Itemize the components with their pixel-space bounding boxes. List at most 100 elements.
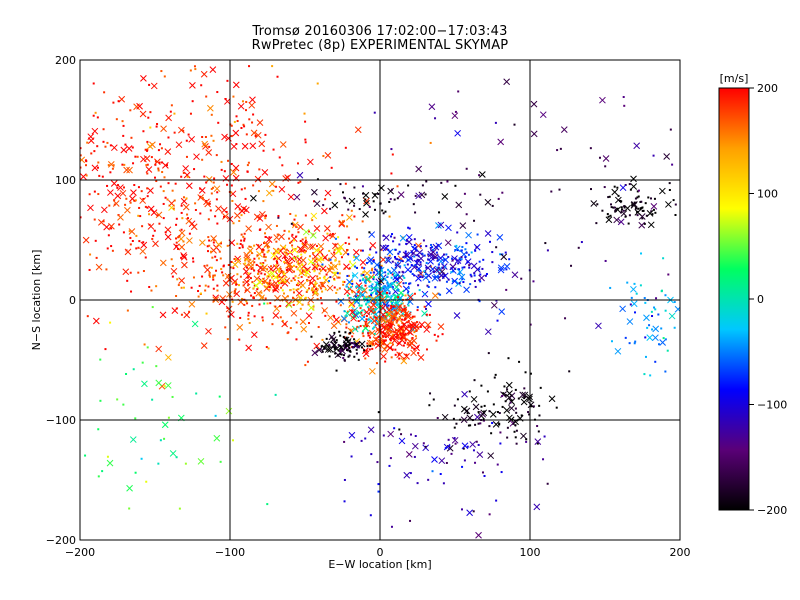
scatter-point — [323, 277, 326, 280]
scatter-point — [527, 401, 535, 409]
scatter-point — [387, 272, 390, 275]
scatter-point — [248, 65, 251, 68]
scatter-point — [293, 264, 296, 267]
scatter-point — [285, 253, 288, 256]
scatter-point — [376, 282, 379, 285]
scatter-point — [227, 315, 230, 318]
scatter-point — [80, 156, 86, 164]
scatter-point — [403, 471, 411, 479]
scatter-point — [377, 296, 380, 299]
scatter-point — [262, 262, 265, 265]
scatter-point — [328, 279, 331, 282]
scatter-point — [275, 224, 278, 227]
scatter-point — [246, 164, 249, 167]
scatter-point — [413, 292, 416, 295]
scatter-point — [301, 238, 304, 241]
scatter-point — [491, 204, 494, 207]
scatter-point — [151, 398, 154, 401]
scatter-point — [417, 352, 420, 355]
scatter-point — [247, 272, 250, 275]
scatter-point — [240, 239, 243, 242]
scatter-point — [299, 256, 307, 264]
scatter-point — [407, 291, 410, 294]
scatter-point — [126, 279, 129, 282]
scatter-point — [278, 156, 281, 159]
scatter-point — [367, 278, 370, 281]
scatter-point — [325, 273, 328, 276]
scatter-point — [503, 385, 506, 388]
scatter-point — [140, 241, 148, 249]
scatter-point — [505, 268, 508, 271]
scatter-point — [469, 424, 472, 427]
scatter-point — [333, 277, 336, 280]
scatter-point — [304, 138, 307, 141]
scatter-point — [447, 438, 450, 441]
scatter-point — [319, 297, 322, 300]
scatter-point — [230, 191, 233, 194]
scatter-point — [314, 281, 317, 284]
scatter-point — [633, 201, 636, 204]
scatter-point — [289, 212, 292, 215]
scatter-point — [394, 312, 397, 315]
scatter-point — [503, 406, 511, 414]
scatter-point — [180, 256, 183, 259]
scatter-point — [461, 266, 464, 269]
scatter-point — [337, 236, 340, 239]
scatter-point — [351, 335, 354, 338]
scatter-point — [407, 184, 410, 187]
scatter-point — [146, 187, 149, 190]
scatter-point — [188, 310, 191, 313]
scatter-point — [374, 342, 377, 345]
scatter-point — [413, 244, 416, 247]
scatter-point — [359, 307, 362, 310]
scatter-point — [80, 154, 82, 157]
scatter-point — [156, 123, 159, 126]
scatter-point — [116, 398, 119, 401]
scatter-point — [107, 164, 110, 167]
scatter-point — [205, 175, 213, 183]
scatter-point — [353, 215, 356, 218]
scatter-point — [97, 428, 100, 431]
scatter-point — [167, 416, 170, 419]
scatter-point — [409, 282, 412, 285]
scatter-point — [387, 268, 390, 271]
scatter-point — [473, 274, 476, 277]
scatter-point — [637, 207, 640, 210]
scatter-point — [260, 291, 263, 294]
scatter-point — [619, 184, 627, 192]
scatter-point — [401, 322, 404, 325]
scatter-point — [93, 150, 96, 153]
scatter-point — [349, 328, 352, 331]
scatter-point — [412, 323, 420, 330]
scatter-point — [631, 201, 638, 208]
chart-title: Tromsø 20160306 17:02:00−17:03:43 — [252, 24, 508, 39]
scatter-point — [300, 275, 303, 278]
scatter-point — [90, 152, 93, 155]
scatter-point — [315, 346, 323, 354]
scatter-point — [427, 478, 430, 481]
scatter-point — [362, 271, 365, 274]
scatter-point — [405, 353, 408, 356]
scatter-point — [238, 246, 241, 249]
scatter-point — [324, 314, 327, 317]
scatter-point — [379, 302, 382, 305]
scatter-point — [86, 141, 89, 144]
scatter-point — [135, 234, 138, 237]
scatter-point — [212, 276, 215, 279]
y-tick-label: 0 — [69, 294, 76, 307]
scatter-point — [129, 243, 132, 246]
scatter-point — [299, 270, 302, 273]
scatter-point — [401, 270, 404, 273]
scatter-point — [394, 264, 397, 267]
scatter-point — [161, 421, 169, 429]
scatter-point — [253, 315, 256, 318]
scatter-point — [628, 342, 631, 345]
scatter-point — [87, 204, 94, 212]
scatter-point — [234, 288, 237, 291]
scatter-point — [437, 221, 445, 229]
scatter-point — [226, 338, 229, 341]
scatter-point — [644, 355, 647, 358]
scatter-point — [350, 342, 353, 345]
scatter-point — [163, 385, 166, 388]
scatter-point — [160, 147, 163, 150]
